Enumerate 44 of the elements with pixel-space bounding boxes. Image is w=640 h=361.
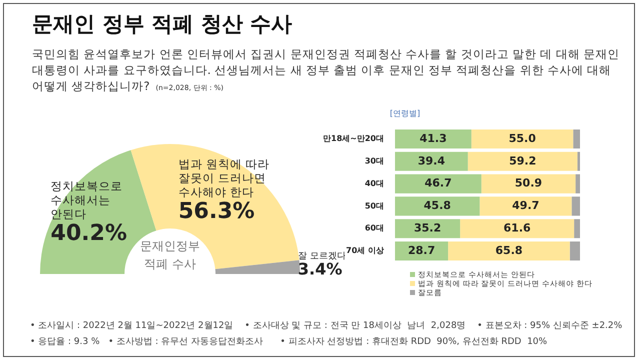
bar xyxy=(570,241,580,261)
data-label: 56.3% xyxy=(178,198,255,224)
data-label: 40.2% xyxy=(50,220,128,246)
data-label: 45.8 xyxy=(424,199,451,212)
chart-title: [연령별] xyxy=(388,108,422,119)
bar xyxy=(394,219,460,238)
data-label: 39.4 xyxy=(418,154,446,168)
data-label: 59.2 xyxy=(509,154,536,168)
bar xyxy=(481,174,576,194)
y-tick-label: 60대 xyxy=(364,224,384,233)
data-label: 61.6 xyxy=(504,221,532,234)
y-tick-label: 50대 xyxy=(364,201,384,210)
y-tick-label: 30대 xyxy=(364,156,384,166)
text: • 응답율 : 9.3 % • 조사방법 : 유무선 자동응답전화조사 • 피조사자 선정방법 : 휴대전화 RDD 90%, 유선전화 RDD 10% xyxy=(30,337,548,347)
y-tick-label: 만18세~만20대 xyxy=(323,134,384,144)
bar xyxy=(576,174,580,194)
text: 문재인정부 적폐 수사 xyxy=(140,239,200,271)
bar xyxy=(574,219,580,238)
bar xyxy=(577,152,580,171)
bar xyxy=(394,196,480,216)
bar xyxy=(572,196,580,216)
y-tick-label: 70세 이상 xyxy=(346,246,384,256)
bar xyxy=(394,152,468,171)
bar xyxy=(460,219,574,238)
data-label: 65.8 xyxy=(495,244,523,257)
bar xyxy=(573,129,580,149)
y-tick-label: 40대 xyxy=(364,178,384,188)
data-label: 55.0 xyxy=(508,132,536,145)
bar xyxy=(394,174,482,194)
text: • 조사일시 : 2022년 2월 11일~2022년 2월12일 • 조사대상 및 규모 : 전국 만 18세이상 남녀 2,028명 • 표본오차 : 95% 신뢰수준 ±2.2% xyxy=(30,321,622,331)
bar xyxy=(480,196,572,216)
data-label: 3.4% xyxy=(298,259,342,278)
data-label: 49.7 xyxy=(512,199,540,212)
data-label: 50.9 xyxy=(514,176,542,190)
bar xyxy=(468,152,578,171)
chart-title: 문재인 정부 적폐 청산 수사 xyxy=(32,11,292,38)
bar xyxy=(394,129,472,149)
data-label: 41.3 xyxy=(420,132,447,145)
data-label: 35.2 xyxy=(414,221,442,234)
bar xyxy=(448,241,570,261)
slice-label: 법과 원칙에 따라 잘못이 드러나면 수사해야 한다 xyxy=(178,156,270,199)
data-label: 46.7 xyxy=(424,176,452,190)
data-label: 28.7 xyxy=(408,244,436,257)
bar xyxy=(471,129,574,149)
